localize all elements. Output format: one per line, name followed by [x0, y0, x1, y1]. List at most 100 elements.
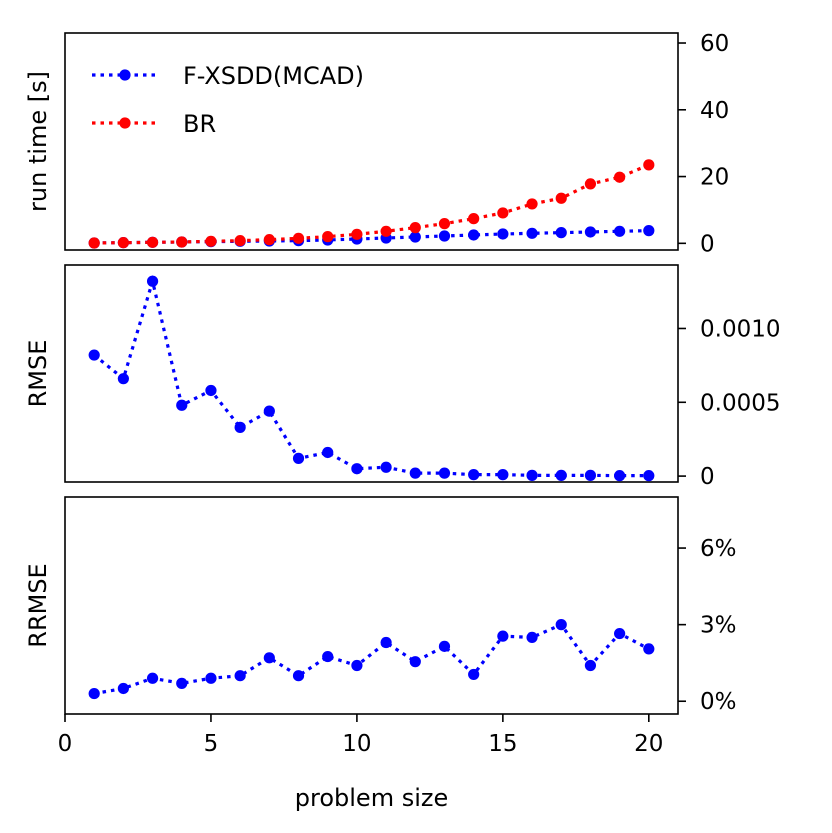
- data-point: [292, 452, 305, 464]
- data-point: [205, 235, 217, 247]
- plot-frame-rrmse: [64, 496, 679, 715]
- legend: F-XSDD(MCAD) BR: [92, 62, 364, 138]
- data-point: [643, 225, 655, 237]
- data-point: [263, 405, 275, 417]
- y-tick-label: 0.0005: [700, 390, 780, 416]
- data-point: [263, 234, 275, 246]
- y-tick-label: 0.0010: [700, 316, 780, 342]
- data-point: [292, 232, 305, 244]
- data-point: [351, 463, 363, 475]
- data-point: [176, 236, 188, 248]
- data-point: [322, 231, 334, 243]
- legend-label: F-XSDD(MCAD): [183, 62, 364, 90]
- data-point: [584, 226, 597, 238]
- legend-marker: [119, 117, 131, 129]
- x-tick-label: 10: [342, 731, 371, 757]
- data-point: [584, 178, 597, 190]
- data-point: [555, 619, 567, 631]
- data-point: [409, 231, 421, 243]
- panel-runtime: 0 20 40 60 run time [s] F-XSDD(MCAD) BR: [24, 31, 729, 257]
- x-tick-label: 0: [58, 731, 73, 757]
- y-tick-label: 0%: [700, 689, 737, 715]
- data-point: [263, 652, 275, 664]
- data-point: [526, 631, 538, 644]
- legend-marker: [119, 69, 131, 81]
- data-point: [409, 467, 421, 479]
- data-point: [88, 349, 100, 361]
- data-point: [88, 237, 100, 249]
- data-point: [497, 630, 509, 642]
- y-tick-label: 6%: [700, 536, 737, 562]
- y-axis-label: RRMSE: [24, 563, 52, 647]
- data-point: [205, 672, 217, 684]
- x-tick-label: 15: [488, 731, 517, 757]
- panel-rmse: 0 0.0005 0.0010 RMSE: [24, 264, 780, 490]
- data-point: [555, 469, 567, 481]
- data-point: [380, 461, 392, 473]
- data-point: [497, 207, 509, 219]
- data-point: [234, 235, 246, 247]
- data-point: [438, 230, 451, 242]
- data-point: [614, 470, 626, 482]
- data-point: [584, 469, 597, 481]
- x-axis-label: problem size: [295, 784, 448, 812]
- y-tick-label: 40: [700, 98, 729, 124]
- data-point: [234, 421, 246, 433]
- data-point: [614, 225, 626, 237]
- data-point: [88, 687, 100, 700]
- data-point: [584, 659, 597, 672]
- y-axis-label: run time [s]: [24, 71, 52, 212]
- y-tick-label: 60: [700, 31, 729, 57]
- data-point: [643, 643, 655, 655]
- data-point: [497, 469, 509, 481]
- data-point: [351, 659, 363, 672]
- data-point: [526, 227, 538, 239]
- y-tick-label: 0: [700, 464, 715, 490]
- data-point: [643, 159, 655, 171]
- data-point: [438, 640, 451, 652]
- data-point: [176, 677, 188, 689]
- data-point: [526, 469, 538, 481]
- data-point: [351, 228, 363, 240]
- data-point: [380, 225, 392, 237]
- data-point: [497, 228, 509, 240]
- data-point: [117, 682, 129, 695]
- y-tick-label: 3%: [700, 613, 737, 639]
- series-line-0: [93, 275, 649, 478]
- data-point: [643, 470, 655, 482]
- data-point: [176, 399, 188, 411]
- data-point: [555, 227, 567, 239]
- panel-rrmse: 0% 3% 6% 0 5 10 15 20 RRMSE problem size: [24, 496, 737, 812]
- y-tick-label: 0: [700, 231, 715, 257]
- data-point: [117, 237, 129, 249]
- legend-label: BR: [183, 110, 216, 138]
- data-point: [117, 373, 129, 385]
- y-tick-label: 20: [700, 165, 729, 191]
- data-point: [468, 213, 480, 225]
- data-point: [409, 656, 421, 668]
- data-point: [526, 198, 538, 210]
- data-point: [555, 192, 567, 204]
- data-point: [146, 275, 159, 287]
- data-point: [322, 650, 334, 663]
- data-point: [468, 668, 480, 681]
- data-point: [205, 384, 217, 397]
- data-point: [438, 218, 451, 230]
- x-tick-label: 20: [634, 731, 663, 757]
- data-point: [380, 636, 392, 649]
- data-point: [614, 171, 626, 183]
- data-point: [146, 672, 159, 684]
- data-point: [146, 236, 159, 248]
- data-point: [409, 222, 421, 234]
- data-point: [234, 670, 246, 682]
- plot-frame-runtime: [64, 32, 679, 251]
- data-point: [292, 670, 305, 682]
- plot-frame-rmse: [64, 264, 679, 483]
- data-point: [468, 469, 480, 481]
- data-point: [614, 627, 626, 640]
- data-point: [322, 446, 334, 459]
- data-point: [468, 229, 480, 241]
- y-axis-label: RMSE: [24, 340, 52, 408]
- data-point: [438, 467, 451, 479]
